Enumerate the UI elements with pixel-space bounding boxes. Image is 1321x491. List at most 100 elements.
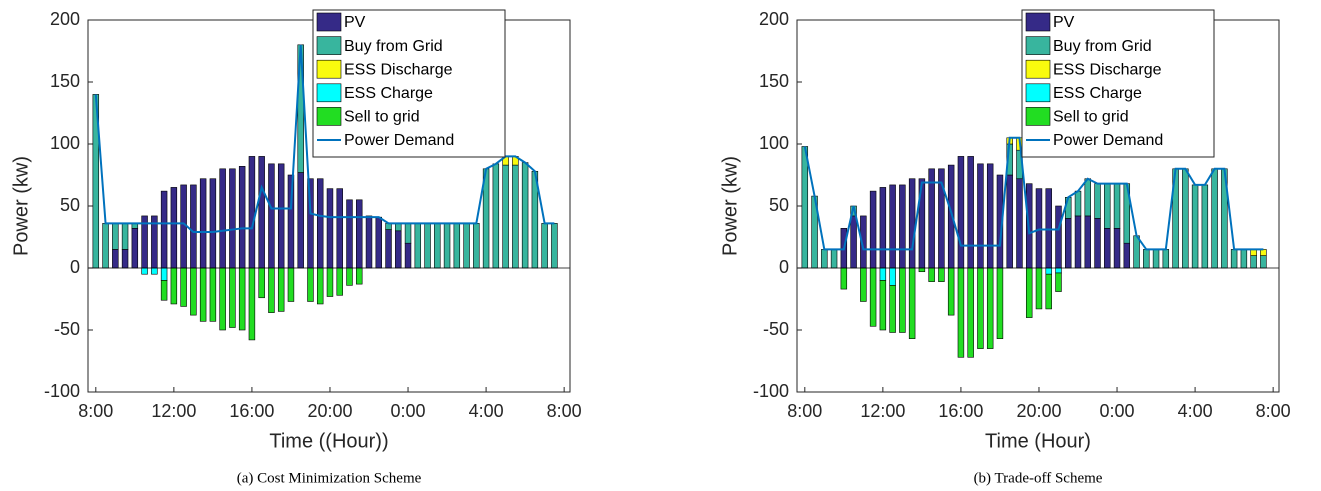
bar-segment <box>889 184 896 269</box>
bar-segment <box>1065 218 1072 269</box>
bar-segment <box>199 267 207 322</box>
bar-segment <box>375 216 382 269</box>
y-tick-label: 0 <box>779 257 789 277</box>
bar-segment <box>199 178 207 269</box>
y-tick-label: -100 <box>753 381 789 401</box>
bar-segment <box>996 267 1004 339</box>
legend-swatch <box>316 59 342 79</box>
bar-segment <box>879 280 887 331</box>
bar-segment <box>209 267 217 322</box>
bar-segment <box>219 168 226 269</box>
x-tick-label: 12:00 <box>860 401 905 421</box>
bar-segment <box>434 223 441 269</box>
bar-segment <box>986 267 994 349</box>
bar-segment <box>918 267 926 273</box>
bar-segment <box>473 223 480 269</box>
bar-segment <box>1113 183 1121 229</box>
bar-segment <box>112 249 119 269</box>
legend-swatch <box>316 36 342 55</box>
bar-segment <box>1074 190 1082 217</box>
bar-segment <box>502 164 509 269</box>
x-tick-label: 20:00 <box>307 401 352 421</box>
bar-segment <box>860 267 867 302</box>
bar-segment <box>1113 228 1121 269</box>
bar-segment <box>248 156 256 269</box>
x-tick-label: 0:00 <box>391 401 426 421</box>
bar-segment <box>1182 168 1189 269</box>
bar-segment <box>297 172 304 269</box>
legend-box <box>312 9 506 158</box>
legend-label: ESS Charge <box>344 85 433 102</box>
bar-segment <box>219 267 226 331</box>
bar-segment <box>928 168 935 269</box>
bar-segment <box>151 267 158 275</box>
bar-segment <box>1055 272 1062 292</box>
bar-segment <box>1250 255 1257 269</box>
legend-swatch <box>1025 36 1051 55</box>
y-tick-label: -50 <box>763 319 789 339</box>
bar-segment <box>336 267 343 296</box>
bar-segment <box>1104 228 1111 269</box>
bar-segment <box>1143 249 1150 269</box>
y-tick-label: 0 <box>70 257 80 277</box>
bar-segment <box>1201 184 1209 269</box>
bar-segment <box>1074 215 1082 269</box>
bar-segment <box>977 267 984 349</box>
bar-segment <box>899 184 906 269</box>
bar-segment <box>229 267 236 328</box>
bar-segment <box>1133 235 1140 269</box>
y-tick-label: 100 <box>50 133 80 153</box>
bar-segment <box>512 164 519 269</box>
x-tick-label: 8:00 <box>547 401 582 421</box>
bar-segment <box>268 267 275 313</box>
legend-label: Power Demand <box>1053 132 1163 149</box>
legend-swatch <box>1025 12 1051 32</box>
x-tick-label: 8:00 <box>1256 401 1291 421</box>
bar-segment <box>112 223 119 250</box>
bar-segment <box>1055 267 1062 274</box>
bar-segment <box>395 223 402 232</box>
bar-segment <box>238 166 246 269</box>
bar-segment <box>1123 242 1131 269</box>
bar-segment <box>453 223 461 269</box>
bar-segment <box>316 178 324 269</box>
bar-segment <box>141 267 148 275</box>
y-tick-label: -50 <box>54 319 80 339</box>
bar-segment <box>1084 178 1091 217</box>
y-tick-label: 50 <box>769 195 789 215</box>
demand-line <box>803 136 1264 251</box>
bar-segment <box>307 267 314 302</box>
bar-segment <box>928 267 935 282</box>
bar-segment <box>1094 218 1101 269</box>
y-tick-label: 200 <box>50 9 80 29</box>
bar-segment <box>424 223 431 269</box>
bar-segment <box>1152 249 1160 269</box>
bar-segment <box>385 229 392 269</box>
legend-swatch <box>1025 59 1051 79</box>
chart-panel: -100 -50 0 50 100 150 200 8:00 12:00 16:00 20:00 0:… <box>10 9 581 487</box>
bar-segment <box>463 223 470 269</box>
y-tick-label: 50 <box>60 195 80 215</box>
bar-segment <box>1025 267 1033 318</box>
legend-label: Buy from Grid <box>344 38 443 55</box>
bar-segment <box>850 215 857 269</box>
bar-segment <box>938 267 945 282</box>
bar-segment <box>336 188 343 269</box>
bar-segment <box>1045 267 1052 275</box>
bar-segment <box>541 223 548 269</box>
bar-segment <box>229 168 236 269</box>
bar-segment <box>869 267 877 327</box>
bar-segment <box>1191 184 1199 269</box>
bar-segment <box>190 184 197 269</box>
caption: (a) Cost Minimization Scheme <box>237 470 422 486</box>
bar-segment <box>840 267 848 290</box>
bar-segment <box>908 178 916 269</box>
bar-segment <box>277 267 285 312</box>
bar-segment <box>1240 249 1248 269</box>
y-tick-label: 200 <box>759 9 789 29</box>
bar-segment <box>1035 188 1043 269</box>
legend-label: Buy from Grid <box>1053 38 1152 55</box>
bar-segment <box>287 267 295 302</box>
bar-segment <box>180 267 187 307</box>
bar-segment <box>170 267 178 305</box>
